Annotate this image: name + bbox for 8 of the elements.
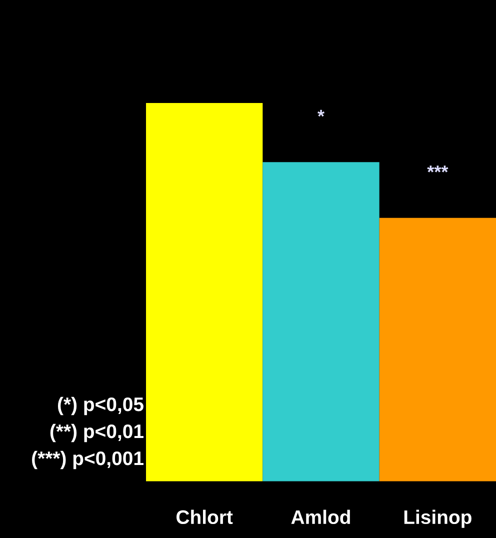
x-tick-label: Lisinop [404,510,472,528]
x-tick-label: Chlort [176,510,233,524]
annotation: * [318,110,324,117]
x-tick-label: Amlod [291,510,350,524]
text: (**) p<0,01 [50,424,144,442]
annotation: *** [427,166,448,172]
text: (***) p<0,001 [32,450,144,470]
text: (*) p<0,05 [58,396,144,416]
